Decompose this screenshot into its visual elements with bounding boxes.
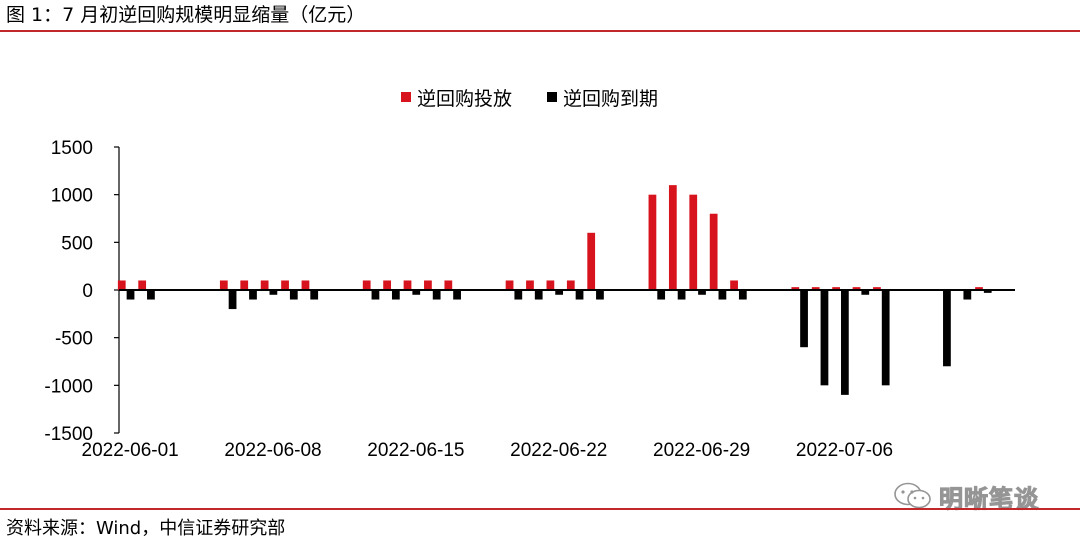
bar-issue: [424, 280, 432, 290]
bars: [117, 185, 992, 395]
y-tick-label: -1000: [44, 376, 93, 397]
y-tick-label: 0: [82, 281, 93, 302]
bar-maturity: [677, 290, 686, 300]
legend-swatch: [401, 92, 411, 102]
bar-issue: [219, 280, 228, 290]
bar-maturity: [800, 290, 808, 348]
bottom-divider: [0, 508, 1080, 510]
bar-issue: [505, 280, 514, 290]
y-tick-label: -1500: [44, 424, 93, 445]
bar-issue: [281, 280, 289, 290]
bar-issue: [260, 280, 269, 290]
x-tick-label: 2022-06-29: [653, 440, 750, 461]
bar-issue: [566, 280, 575, 290]
bar-issue: [444, 280, 453, 290]
bar-maturity: [147, 290, 155, 300]
top-divider: [0, 30, 1080, 32]
bar-issue: [526, 280, 534, 290]
bar-maturity: [249, 290, 257, 300]
bar-issue: [709, 213, 718, 290]
wechat-icon: [894, 482, 931, 509]
bar-maturity: [432, 290, 441, 300]
chart-legend: 逆回购投放 逆回购到期: [401, 88, 658, 110]
y-tick-label: 1500: [51, 138, 93, 159]
bar-issue: [648, 194, 657, 290]
bar-issue: [730, 280, 738, 290]
bar-maturity: [228, 290, 237, 310]
bar-maturity: [861, 290, 870, 295]
bar-maturity: [657, 290, 666, 300]
bar-issue: [791, 287, 800, 290]
bar-maturity: [534, 290, 543, 300]
bar-issue: [811, 287, 820, 290]
bar-issue: [832, 287, 840, 290]
bar-maturity: [575, 290, 584, 300]
bar-maturity: [269, 290, 278, 295]
bar-issue: [403, 280, 412, 290]
bar-issue: [117, 280, 126, 290]
bar-maturity: [514, 290, 523, 300]
y-tick-label: 1000: [51, 186, 93, 207]
x-tick-label: 2022-06-15: [367, 440, 464, 461]
bar-issue: [546, 280, 555, 290]
bar-maturity: [718, 290, 727, 300]
bar-maturity: [881, 290, 890, 386]
x-axis: 2022-06-01 2022-06-08 2022-06-15 2022-06-22…: [82, 289, 1015, 461]
source-note: 资料来源：Wind，中信证券研究部: [6, 518, 286, 539]
figure-title: 图 1：7 月初逆回购规模明显缩量（亿元）: [6, 4, 366, 26]
y-tick-label: -500: [55, 329, 93, 350]
bar-maturity: [126, 290, 135, 300]
x-tick-label: 2022-06-01: [82, 440, 179, 461]
bar-issue: [301, 280, 310, 290]
bar-issue: [668, 185, 677, 290]
bar-maturity: [943, 290, 951, 367]
bar-maturity: [840, 290, 849, 395]
legend-label: 逆回购投放: [417, 88, 512, 110]
bar-maturity: [820, 290, 829, 386]
bar-maturity: [738, 290, 747, 300]
bar-maturity: [983, 290, 992, 293]
x-tick-label: 2022-07-06: [796, 440, 893, 461]
x-tick-label: 2022-06-22: [510, 440, 607, 461]
legend-swatch: [547, 92, 557, 102]
y-tick-label: 500: [61, 233, 93, 254]
bar-issue: [362, 280, 371, 290]
bar-issue: [240, 280, 249, 290]
bar-maturity: [596, 290, 604, 300]
bar-issue: [852, 287, 861, 290]
bar-issue: [383, 280, 391, 290]
bar-maturity: [371, 290, 380, 300]
bar-maturity: [391, 290, 400, 300]
legend-label: 逆回购到期: [563, 88, 658, 110]
y-axis: 1500 1000 500 0 -500 -1000 -1500: [44, 138, 120, 445]
bar-maturity: [412, 290, 421, 295]
bar-maturity: [698, 290, 706, 295]
bar-issue: [587, 232, 596, 290]
bar-chart: 逆回购投放 逆回购到期 1500 1000 500 0 -500 -1000 -1500 20…: [44, 88, 1015, 461]
bar-maturity: [310, 290, 319, 300]
bar-maturity: [963, 290, 972, 300]
bar-issue: [689, 194, 698, 290]
bar-issue: [873, 287, 881, 290]
bar-maturity: [289, 290, 298, 300]
bar-issue: [975, 287, 983, 290]
x-tick-label: 2022-06-08: [224, 440, 321, 461]
bar-maturity: [453, 290, 461, 300]
bar-issue: [138, 280, 147, 290]
bar-maturity: [555, 290, 564, 295]
